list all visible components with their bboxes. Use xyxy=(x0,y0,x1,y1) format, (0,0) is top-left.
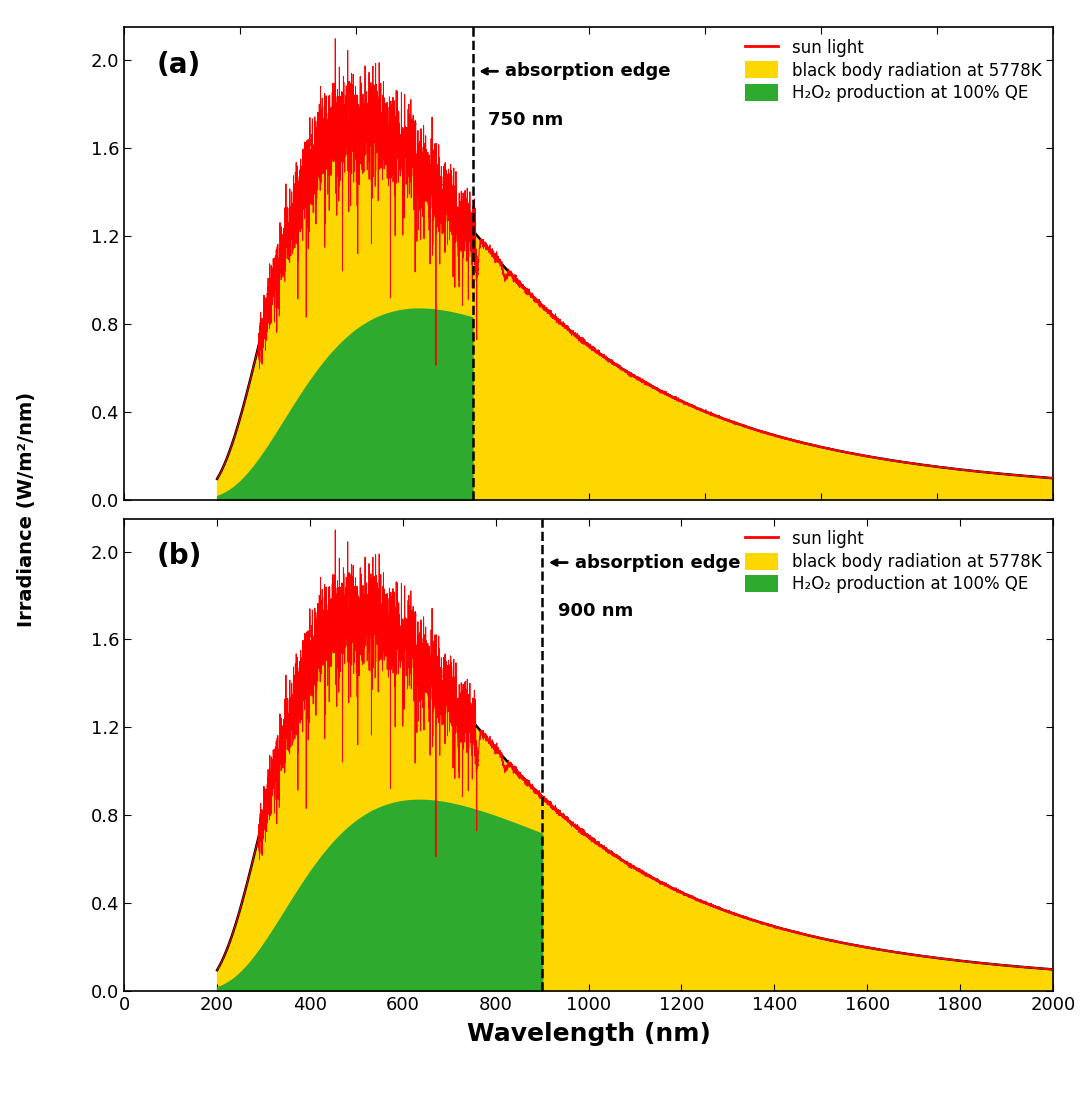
Text: 900 nm: 900 nm xyxy=(558,602,633,620)
Text: Irradiance (W/m²/nm): Irradiance (W/m²/nm) xyxy=(17,392,37,626)
Text: (b): (b) xyxy=(157,542,202,570)
Legend: sun light, black body radiation at 5778K, H₂O₂ production at 100% QE: sun light, black body radiation at 5778K… xyxy=(739,523,1048,600)
Text: (a): (a) xyxy=(157,51,201,79)
Text: absorption edge: absorption edge xyxy=(575,554,740,572)
Text: 750 nm: 750 nm xyxy=(488,111,564,129)
X-axis label: Wavelength (nm): Wavelength (nm) xyxy=(467,1022,711,1046)
Legend: sun light, black body radiation at 5778K, H₂O₂ production at 100% QE: sun light, black body radiation at 5778K… xyxy=(739,33,1048,108)
Text: absorption edge: absorption edge xyxy=(505,62,671,80)
